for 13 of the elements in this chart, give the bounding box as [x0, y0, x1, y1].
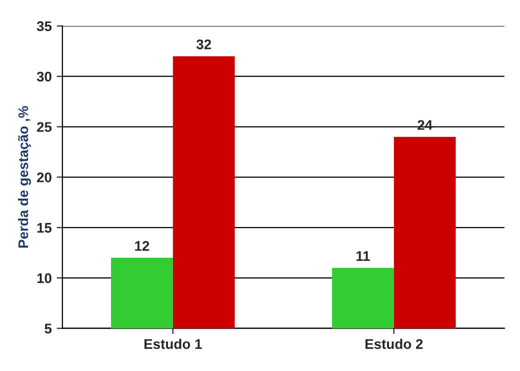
y-tick-label: 5: [44, 324, 52, 334]
y-tick-label: 15: [37, 223, 52, 233]
x-tick-label: Estudo 2: [366, 338, 423, 349]
y-tick-label: 35: [36, 21, 52, 32]
y-tick-label: 30: [36, 72, 52, 82]
data-label: 11: [356, 251, 370, 261]
data-label: 12: [135, 241, 150, 251]
x-tick-label: Estudo 1: [144, 338, 202, 349]
y-axis-title: Perda de gestação ,%: [18, 106, 31, 248]
y-tick-label: 25: [37, 122, 52, 132]
data-label: 32: [196, 39, 212, 50]
y-tick-label: 10: [37, 273, 52, 284]
y-tick-label: 20: [37, 172, 52, 182]
